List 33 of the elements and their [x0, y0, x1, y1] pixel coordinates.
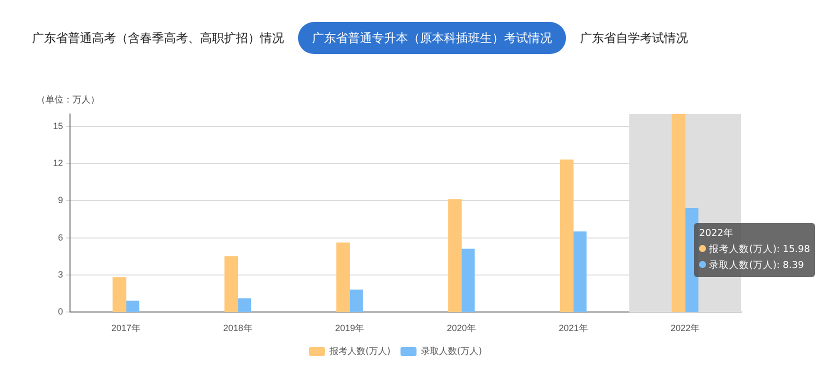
bar [224, 256, 238, 312]
x-tick-label: 2019年 [335, 323, 364, 334]
legend-label: 报考人数(万人) [328, 346, 391, 357]
y-tick-label: 6 [58, 232, 64, 242]
bar [461, 248, 475, 312]
y-tick-label: 12 [52, 158, 64, 168]
y-tick-label: 15 [52, 120, 64, 131]
bar [126, 300, 140, 312]
bar [237, 298, 252, 312]
bar [112, 277, 126, 312]
x-tick-label: 2017年 [111, 323, 140, 334]
bar [560, 160, 574, 312]
bar [349, 290, 363, 312]
text: 广东省自学考试情况 [579, 30, 689, 47]
bar [448, 199, 462, 312]
bar [336, 242, 350, 312]
legend-label: 录取人数(万人) [421, 346, 482, 357]
annotation: 2022年 [699, 227, 734, 241]
y-tick-label: 9 [58, 195, 64, 206]
x-tick-label: 2020年 [446, 323, 476, 334]
bar [672, 114, 686, 312]
annotation: 录取人数(万人): 8.39 [708, 259, 805, 273]
y-tick-label: 0 [58, 306, 64, 317]
x-tick-label: 2018年 [223, 323, 252, 334]
y-axis-title: （单位：万人） [36, 94, 100, 106]
annotation: 报考人数(万人): 15.98 [708, 243, 810, 257]
x-tick-label: 2022年 [670, 323, 700, 334]
x-tick-label: 2021年 [558, 323, 588, 334]
bar [572, 231, 587, 312]
tooltip: 2022年 报考人数(万人): 15.98 录取人数(万人): 8.39 [694, 223, 815, 277]
text: 广东省普通高考（含春季高考、高职扩招）情况 [31, 30, 285, 47]
chart-title: 广东省普通专升本（原本科插班生）考试情况 [298, 22, 566, 54]
y-tick-label: 3 [58, 270, 64, 280]
